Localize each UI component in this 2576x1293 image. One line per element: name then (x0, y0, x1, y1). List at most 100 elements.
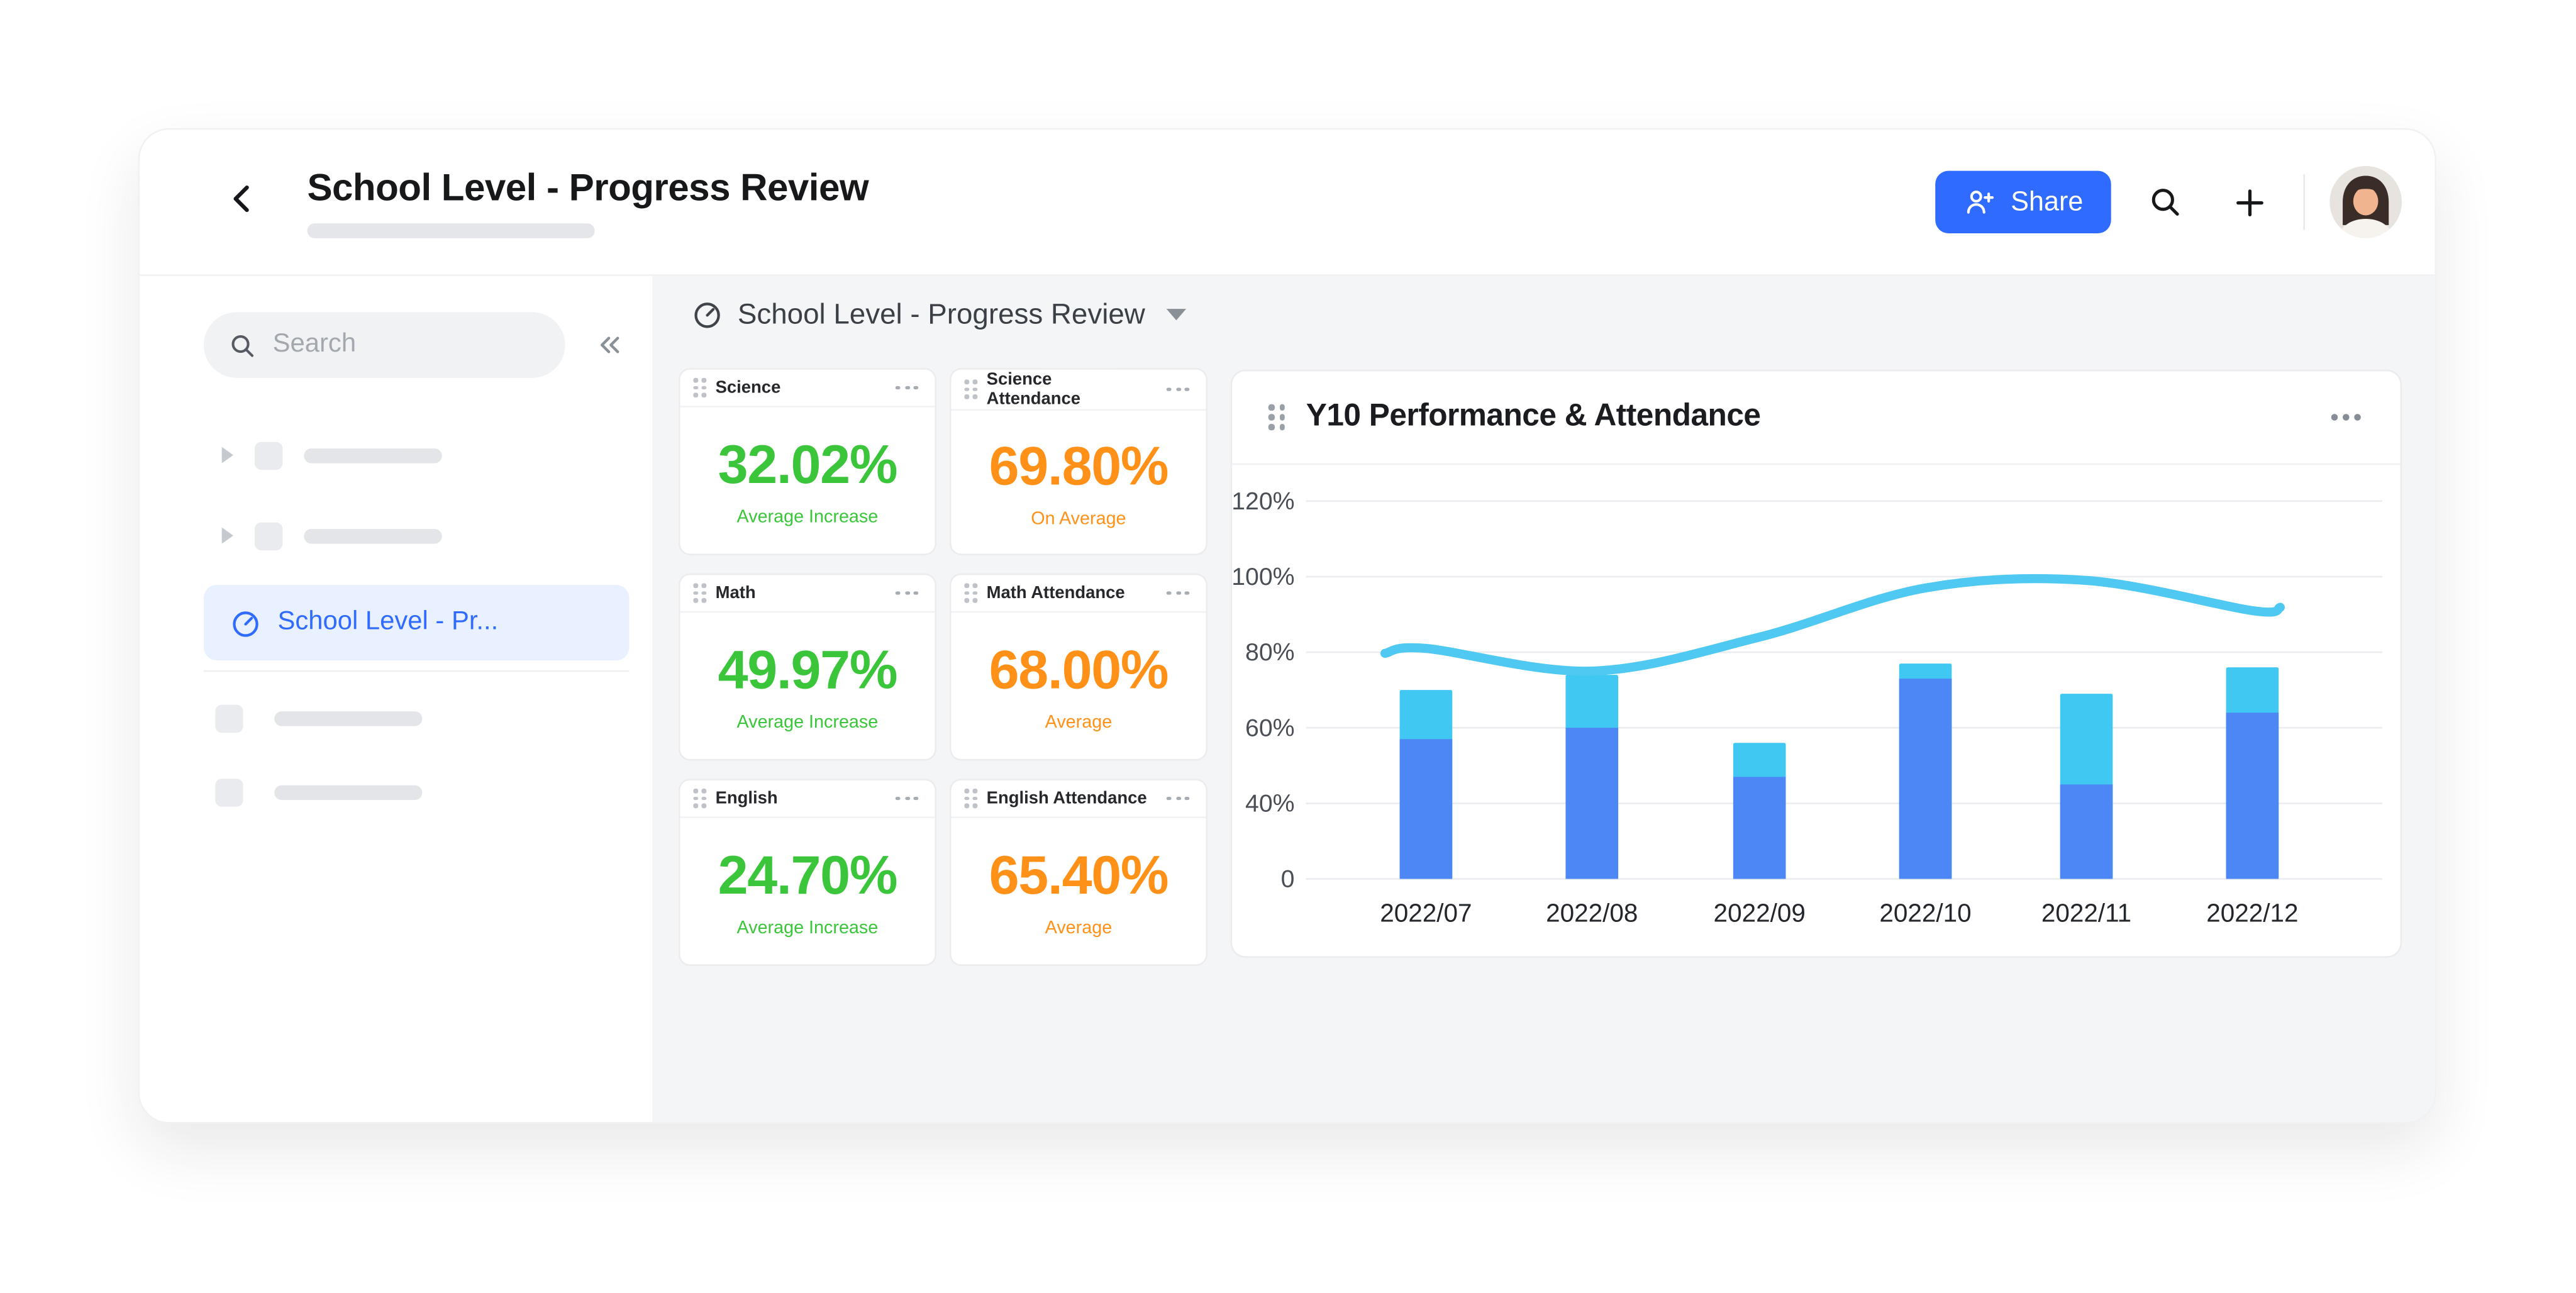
chart-title: Y10 Performance & Attendance (1306, 399, 1761, 434)
gauge-icon (230, 607, 262, 638)
bars-layer (1399, 663, 2279, 879)
skeleton-bar (304, 447, 442, 463)
chart-body: 0 40% 60% 80% 100% 120% 2022/07 2022/08 2022/09 2… (1232, 465, 2400, 956)
tree-skeleton-row (215, 777, 423, 807)
sidebar-search-input[interactable] (272, 330, 613, 360)
kpi-menu-button[interactable] (889, 793, 922, 804)
svg-text:2022/08: 2022/08 (1546, 898, 1638, 927)
skeleton-bar (274, 784, 423, 799)
kpi-title: English (715, 788, 778, 809)
dashboard-selector[interactable]: School Level - Progress Review (692, 291, 1187, 336)
drag-handle-icon[interactable] (964, 380, 977, 399)
app-window: School Level - Progress Review Share (140, 130, 2435, 1123)
kpi-menu-button[interactable] (1160, 384, 1193, 395)
header-divider (2303, 174, 2305, 230)
double-chevron-left-icon (593, 328, 626, 361)
kpi-title: Science (715, 377, 781, 398)
sidebar-item-selected[interactable]: School Level - Pr... (203, 584, 630, 661)
svg-text:2022/09: 2022/09 (1714, 898, 1806, 927)
performance-chart-canvas: 040%60%80%100%120%2022/07 2022/08 2022/09 2… (1232, 488, 2382, 927)
kpi-card-math-attendance: Math Attendance 68.00% Average (951, 575, 1206, 759)
skeleton-bar (274, 710, 423, 726)
search-icon (2147, 184, 2183, 220)
kpi-caption: Average Increase (736, 918, 879, 938)
kpi-title: English Attendance (986, 788, 1147, 809)
kpi-caption: Average Increase (736, 713, 879, 733)
back-chevron-icon (225, 180, 261, 225)
kpi-grid: Science 32.02% Average Increase Science … (680, 369, 1206, 965)
drag-handle-icon[interactable] (964, 584, 977, 603)
back-button[interactable] (218, 177, 267, 226)
sidebar-divider (203, 670, 630, 672)
kpi-title: Science Attendance (986, 369, 1081, 409)
skeleton-square (215, 704, 243, 732)
kpi-caption: Average (1045, 713, 1113, 733)
sidebar: School Level - Pr... (140, 275, 653, 1123)
gauge-icon (692, 298, 723, 330)
kpi-menu-button[interactable] (889, 587, 922, 599)
tree-skeleton-row (221, 440, 442, 470)
chart-header: Y10 Performance & Attendance (1232, 371, 2401, 465)
svg-text:2022/10: 2022/10 (1879, 898, 1971, 927)
svg-text:120%: 120% (1232, 488, 1294, 515)
app-body: School Level - Pr... Sch (140, 275, 2435, 1123)
drag-handle-icon[interactable] (693, 584, 706, 603)
drag-handle-icon[interactable] (693, 789, 706, 808)
kpi-title: Math (715, 583, 756, 603)
expand-caret-icon[interactable] (221, 447, 233, 463)
skeleton-bar (304, 528, 442, 543)
share-button[interactable]: Share (1935, 170, 2111, 233)
svg-text:2022/11: 2022/11 (2041, 898, 2131, 927)
tree-skeleton-row (221, 521, 442, 550)
kpi-title: Math Attendance (986, 583, 1125, 603)
x-labels-layer: 2022/07 2022/08 2022/09 2022/10 2022/11 2022/… (1380, 898, 2298, 927)
kpi-value: 24.70% (718, 844, 898, 906)
tree-skeleton-row (215, 703, 423, 733)
search-button[interactable] (2136, 172, 2195, 231)
drag-handle-icon[interactable] (964, 789, 977, 808)
page-title: School Level - Progress Review (307, 165, 869, 209)
header-actions: Share (1935, 165, 2402, 238)
kpi-menu-button[interactable] (889, 382, 922, 394)
svg-text:80%: 80% (1245, 639, 1294, 666)
expand-caret-icon[interactable] (221, 527, 233, 544)
drag-handle-icon[interactable] (693, 378, 706, 397)
svg-text:100%: 100% (1232, 563, 1294, 591)
add-button[interactable] (2219, 172, 2279, 231)
svg-text:2022/07: 2022/07 (1380, 898, 1472, 927)
kpi-menu-button[interactable] (1160, 587, 1193, 599)
skeleton-square (215, 777, 243, 806)
chart-card: Y10 Performance & Attendance 0 40% 60% 80% 1… (1232, 371, 2401, 957)
skeleton-square (254, 441, 283, 469)
dashboard-title: School Level - Progress Review (737, 296, 1145, 330)
svg-text:60%: 60% (1245, 714, 1294, 741)
kpi-caption: On Average (1031, 509, 1126, 530)
kpi-value: 49.97% (718, 639, 898, 700)
title-block: School Level - Progress Review (307, 166, 869, 238)
share-button-label: Share (2011, 186, 2084, 216)
plus-icon (2230, 183, 2268, 221)
kpi-card-english: English 24.70% Average Increase (680, 780, 935, 965)
kpi-card-science-attendance: Science Attendance 69.80% On Average (951, 369, 1206, 554)
kpi-caption: Average (1045, 918, 1113, 938)
skeleton-square (254, 521, 283, 550)
axis-labels-layer: 0 40% 60% 80% 100% 120% (1232, 488, 1294, 893)
main-panel: School Level - Progress Review Science 3… (652, 275, 2435, 1123)
search-icon (228, 331, 256, 358)
chart-menu-button[interactable] (2322, 411, 2364, 423)
user-avatar[interactable] (2329, 165, 2402, 238)
svg-text:2022/12: 2022/12 (2206, 898, 2298, 927)
sidebar-search[interactable] (203, 312, 613, 378)
kpi-value: 32.02% (718, 433, 898, 495)
drag-handle-icon[interactable] (1268, 404, 1285, 430)
share-person-plus-icon (1963, 186, 1996, 218)
grid-layer (1306, 500, 2382, 880)
trend-line (1380, 574, 2285, 676)
kpi-value: 69.80% (989, 435, 1169, 496)
title-skeleton (307, 223, 595, 238)
kpi-menu-button[interactable] (1160, 793, 1193, 804)
app-header: School Level - Progress Review Share (140, 130, 2435, 276)
sidebar-collapse-button[interactable] (593, 328, 626, 361)
kpi-card-science: Science 32.02% Average Increase (680, 369, 935, 554)
